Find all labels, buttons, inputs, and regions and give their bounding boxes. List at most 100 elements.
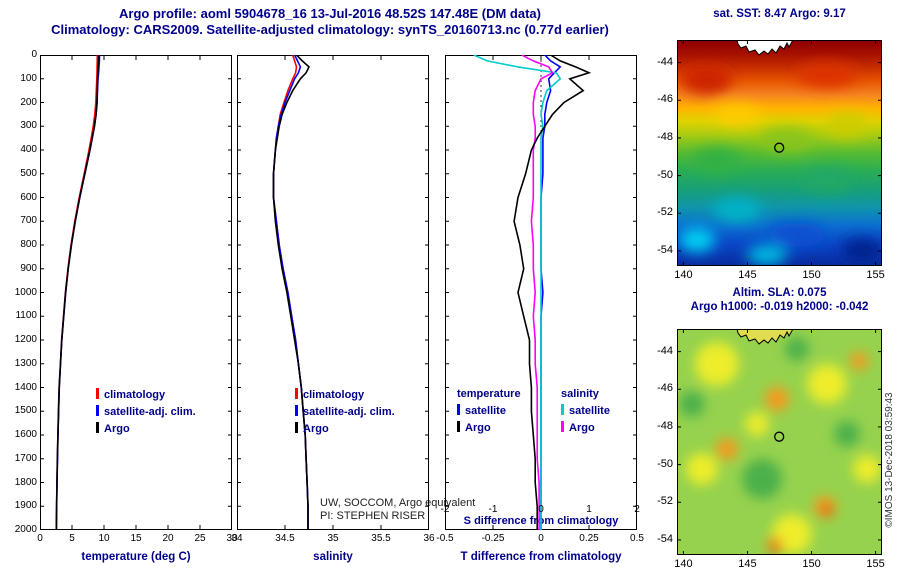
imos-credit-timestamp: ©IMOS 13-Dec-2018 03:59:43	[884, 392, 895, 528]
sla_map-ytick--48: -48	[657, 419, 673, 432]
tasmania-coastline	[736, 329, 794, 345]
legend-label: satellite-adj. clim.	[104, 406, 196, 418]
sst-map	[677, 40, 882, 266]
legend-line-swatch	[96, 422, 99, 433]
sla-map-title-line1: Altim. SLA: 0.075	[732, 287, 827, 299]
temperature_profile-xtick-0: 0	[37, 533, 43, 544]
depth-tick-500: 500	[20, 167, 37, 179]
legend-label: climatology	[104, 389, 166, 401]
depth-tick-1700: 1700	[14, 452, 37, 464]
difference_profile-series-s-argo	[521, 55, 554, 530]
depth-tick-900: 900	[20, 262, 37, 274]
sst_map-ytick--52: -52	[657, 206, 673, 219]
watermark-institution: UW, SOCCOM, Argo equivalent	[320, 497, 476, 509]
depth-tick-0: 0	[31, 49, 37, 60]
difference_profile-xtick-0-25: 0.25	[579, 533, 599, 544]
difference_profile-series-s-satellite	[473, 55, 562, 530]
salinity_profile-series-argo	[272, 55, 310, 530]
legend-line-swatch	[561, 404, 564, 415]
sla_map-float-position-marker	[774, 431, 785, 442]
temperature_profile-series-argo	[55, 55, 100, 530]
temperature_profile-legend-entry-climatology: climatology	[96, 388, 165, 402]
salinity_profile-xtick-34: 34	[231, 533, 243, 544]
salinity_profile-xtick-34-5: 34.5	[275, 533, 295, 544]
sla-field	[677, 329, 882, 555]
sst_map-xtick-140: 140	[674, 269, 693, 281]
sst_map-ytick--50: -50	[657, 168, 673, 181]
legend-label: Argo	[104, 423, 130, 435]
difference_profile-xtick--0-25: -0.25	[481, 533, 505, 544]
watermark-pi: PI: STEPHEN RISER	[320, 510, 426, 522]
legend-line-swatch	[295, 422, 298, 433]
depth-tick-1600: 1600	[14, 429, 37, 440]
sla_map-xtick-155: 155	[866, 558, 885, 570]
difference_profile-axis2-tick--2: -2	[440, 504, 450, 515]
depth-tick-400: 400	[20, 144, 37, 155]
difference_profile-series-t-argo	[513, 55, 592, 530]
salinity_profile-xtick-35: 35	[327, 533, 339, 544]
depth-tick-1500: 1500	[14, 405, 37, 417]
salinity_profile-legend-entry-climatology: climatology	[295, 388, 364, 402]
legend-label: satellite	[465, 405, 506, 417]
difference_profile-axis2-tick-2: 2	[634, 504, 640, 515]
sla_map-xtick-150: 150	[802, 558, 821, 570]
temperature_profile-xtick-20: 20	[162, 533, 174, 544]
temperature_profile-xtick-25: 25	[194, 533, 206, 544]
sst-field	[677, 40, 882, 266]
depth-tick-1200: 1200	[14, 334, 37, 345]
sst_map-xtick-150: 150	[802, 269, 821, 281]
sla_map-xtick-140: 140	[674, 558, 693, 570]
difference_profile-xtick-0-5: 0.5	[630, 533, 644, 544]
depth-tick-1300: 1300	[14, 357, 37, 369]
depth-tick-1900: 1900	[14, 500, 37, 512]
sst-map-title: sat. SST: 8.47 Argo: 9.17	[713, 8, 846, 20]
depth-tick-1100: 1100	[15, 310, 37, 322]
sst_map-ytick--44: -44	[657, 55, 673, 68]
legend-label: climatology	[303, 389, 365, 401]
legend-label: satellite-adj. clim.	[303, 406, 395, 418]
difference_profile-legend-header-temperature: temperature	[457, 388, 521, 400]
temperature-axis-label: temperature (deg C)	[81, 551, 191, 563]
legend-line-swatch	[561, 421, 564, 432]
legend-line-swatch	[96, 388, 99, 399]
depth-tick-1000: 1000	[14, 286, 37, 298]
difference_profile-temperature-legend-entry-satellite: satellite	[457, 404, 506, 418]
difference_profile-legend-header-salinity: salinity	[561, 388, 599, 400]
sla_map-ytick--50: -50	[657, 457, 673, 470]
sla_map-ytick--54: -54	[657, 532, 673, 545]
depth-tick-100: 100	[20, 72, 37, 84]
salinity_profile-xtick-36: 36	[423, 533, 435, 544]
temperature_profile-series-climatology	[55, 55, 99, 530]
temperature_profile-plot	[40, 55, 232, 530]
salinity_profile-xtick-35-5: 35.5	[371, 533, 391, 544]
temperature_profile-legend-entry-argo: Argo	[96, 422, 130, 436]
depth-tick-700: 700	[20, 215, 37, 227]
depth-tick-300: 300	[20, 120, 37, 132]
difference_profile-xtick--0-5: -0.5	[436, 533, 454, 544]
legend-label: Argo	[465, 422, 491, 434]
sst_map-ytick--54: -54	[657, 243, 673, 256]
legend-label: Argo	[569, 422, 595, 434]
difference_profile-axis2-tick-0: 0	[538, 504, 544, 515]
depth-tick-2000: 2000	[14, 524, 37, 535]
sla-map	[677, 329, 882, 555]
salinity_profile-legend-entry-satellite-adj-clim-: satellite-adj. clim.	[295, 405, 395, 419]
difference_profile-xtick-0: 0	[538, 533, 544, 544]
temperature_profile-xtick-10: 10	[98, 533, 110, 544]
difference_profile-series-t-satellite	[540, 55, 562, 530]
difference_profile-axis2-tick--1: -1	[488, 504, 498, 515]
difference_profile-plot	[445, 55, 637, 530]
legend-label: Argo	[303, 423, 329, 435]
depth-tick-600: 600	[20, 191, 37, 203]
legend-line-swatch	[295, 388, 298, 399]
difference_profile-salinity-legend-entry-argo: Argo	[561, 421, 595, 435]
depth-tick-1800: 1800	[14, 476, 37, 488]
temperature_profile-xtick-30: 30	[226, 533, 238, 544]
sla_map-ytick--44: -44	[657, 344, 673, 357]
legend-line-swatch	[457, 421, 460, 432]
salinity_profile-plot	[237, 55, 429, 530]
sst_map-ytick--48: -48	[657, 130, 673, 143]
sst_map-ytick--46: -46	[657, 93, 673, 106]
sst_map-xtick-155: 155	[866, 269, 885, 281]
